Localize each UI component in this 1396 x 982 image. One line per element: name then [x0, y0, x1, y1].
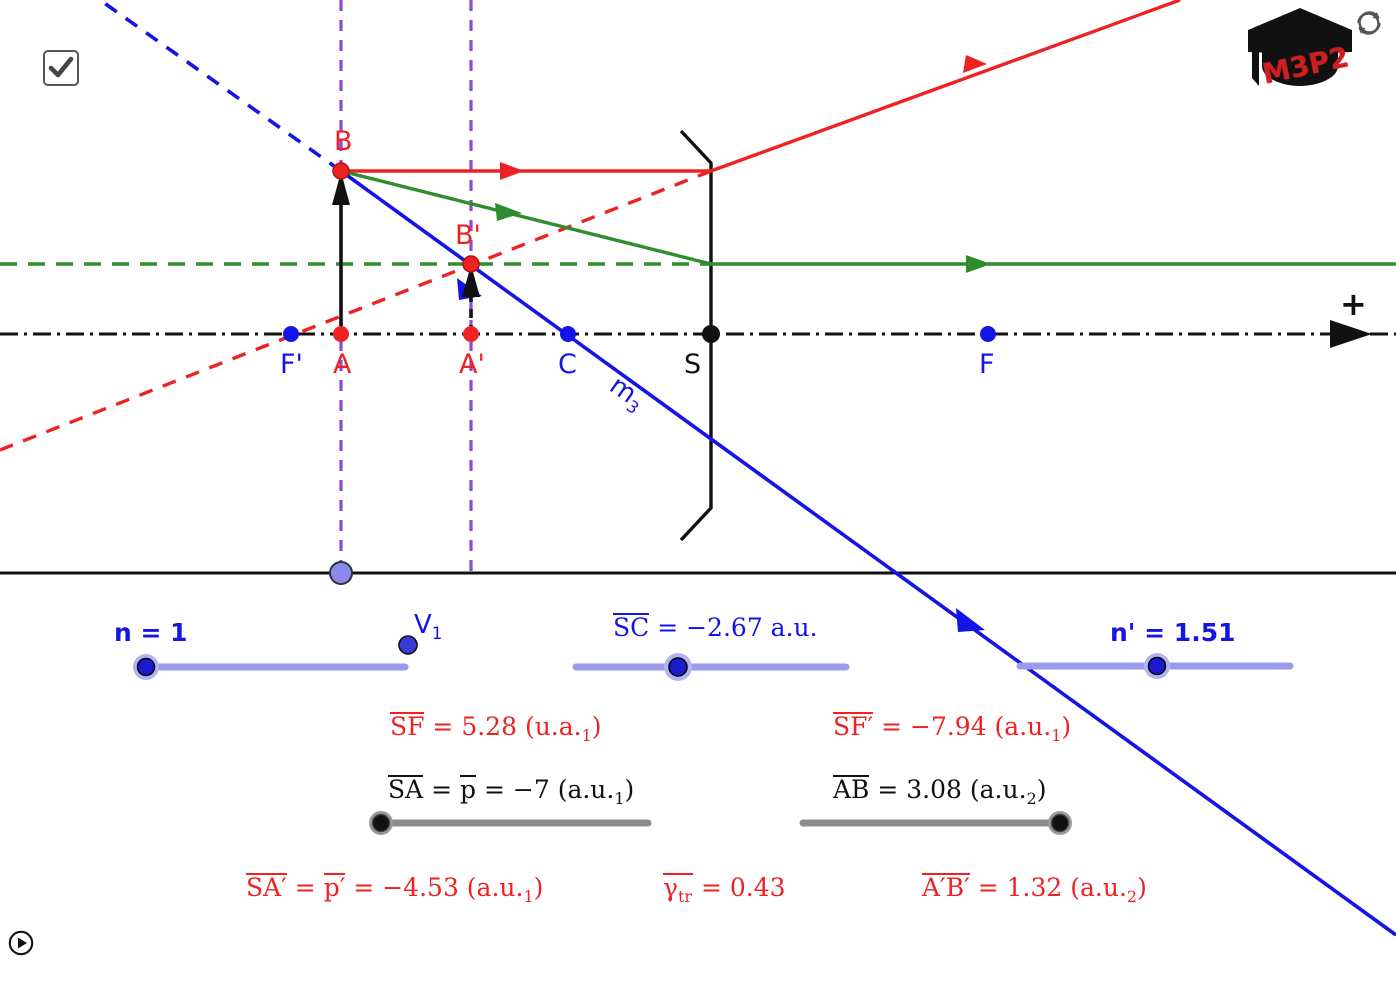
point-S[interactable]	[702, 325, 720, 343]
label-point-A-prime: A'	[459, 349, 485, 380]
point-F[interactable]	[980, 326, 996, 342]
incident-ray-red-arrow	[500, 162, 524, 180]
slider-knob-SC[interactable]	[668, 657, 688, 677]
label-axis-plus: +	[1340, 285, 1367, 323]
m3p2-logo: M3P2	[1240, 4, 1360, 99]
label-point-V1: V1	[414, 610, 443, 644]
point-handle-V1[interactable]	[398, 635, 418, 655]
slider-label-n-prime: n' = 1.51	[1110, 618, 1236, 647]
label-point-A: A	[333, 349, 352, 380]
incident-ray-green	[340, 169, 712, 266]
refresh-icon[interactable]	[1354, 8, 1384, 38]
show-construction-checkbox[interactable]	[43, 50, 79, 86]
label-point-B: B	[334, 126, 353, 157]
label-point-S: S	[684, 349, 702, 380]
ray-blue-dashed-extension	[98, 0, 343, 173]
point-A-prime[interactable]	[463, 326, 479, 342]
ray-blue-m3	[339, 169, 1396, 937]
refracted-ray-red-arrow	[963, 55, 987, 73]
label-point-C: C	[558, 349, 577, 380]
slider-knob-AB[interactable]	[1050, 813, 1070, 833]
point-A[interactable]	[333, 326, 349, 342]
refracted-ray-red	[710, 0, 1181, 173]
readout-gamma-tr: γtr = 0.43	[663, 873, 786, 906]
slider-label-SC: SC = −2.67 a.u.	[613, 613, 818, 642]
readout-A-prime-B-prime: A′B′ = 1.32 (a.u.2)	[922, 873, 1147, 906]
point-B-prime[interactable]	[462, 255, 480, 273]
slider-label-SA: SA = p = −7 (a.u.1)	[388, 775, 635, 808]
label-point-F-prime: F'	[280, 349, 303, 380]
object-arrow-AB-head	[332, 172, 350, 205]
checkmark-icon	[48, 56, 74, 78]
bottom-axis-handle[interactable]	[329, 561, 353, 585]
label-point-B-prime: B'	[455, 220, 481, 251]
incident-ray-green-arrow	[495, 203, 522, 221]
slider-label-AB: AB = 3.08 (a.u.2)	[833, 775, 1047, 808]
optical-axis-arrowhead	[1330, 320, 1372, 348]
slider-knob-n-prime[interactable]	[1147, 656, 1167, 676]
graduation-cap-icon	[1248, 8, 1352, 86]
label-point-F: F	[979, 349, 995, 380]
ray-blue-arrow-2	[956, 608, 985, 632]
slider-knob-n[interactable]	[136, 657, 156, 677]
point-B[interactable]	[332, 162, 350, 180]
point-C[interactable]	[560, 326, 576, 342]
image-arrow-ApBp-head	[462, 265, 480, 297]
readout-SA-prime: SA′ = p′ = −4.53 (a.u.1)	[246, 873, 544, 906]
point-F-prime[interactable]	[283, 326, 299, 342]
play-icon[interactable]	[8, 930, 34, 956]
readout-SF-prime: SF′ = −7.94 (a.u.1)	[833, 712, 1072, 745]
virtual-extension-red-dashed	[0, 169, 712, 452]
slider-label-n: n = 1	[114, 618, 188, 647]
refracted-ray-green-arrow	[966, 255, 991, 273]
slider-knob-SA[interactable]	[371, 813, 391, 833]
readout-SF: SF = 5.28 (u.a.1)	[390, 712, 602, 745]
